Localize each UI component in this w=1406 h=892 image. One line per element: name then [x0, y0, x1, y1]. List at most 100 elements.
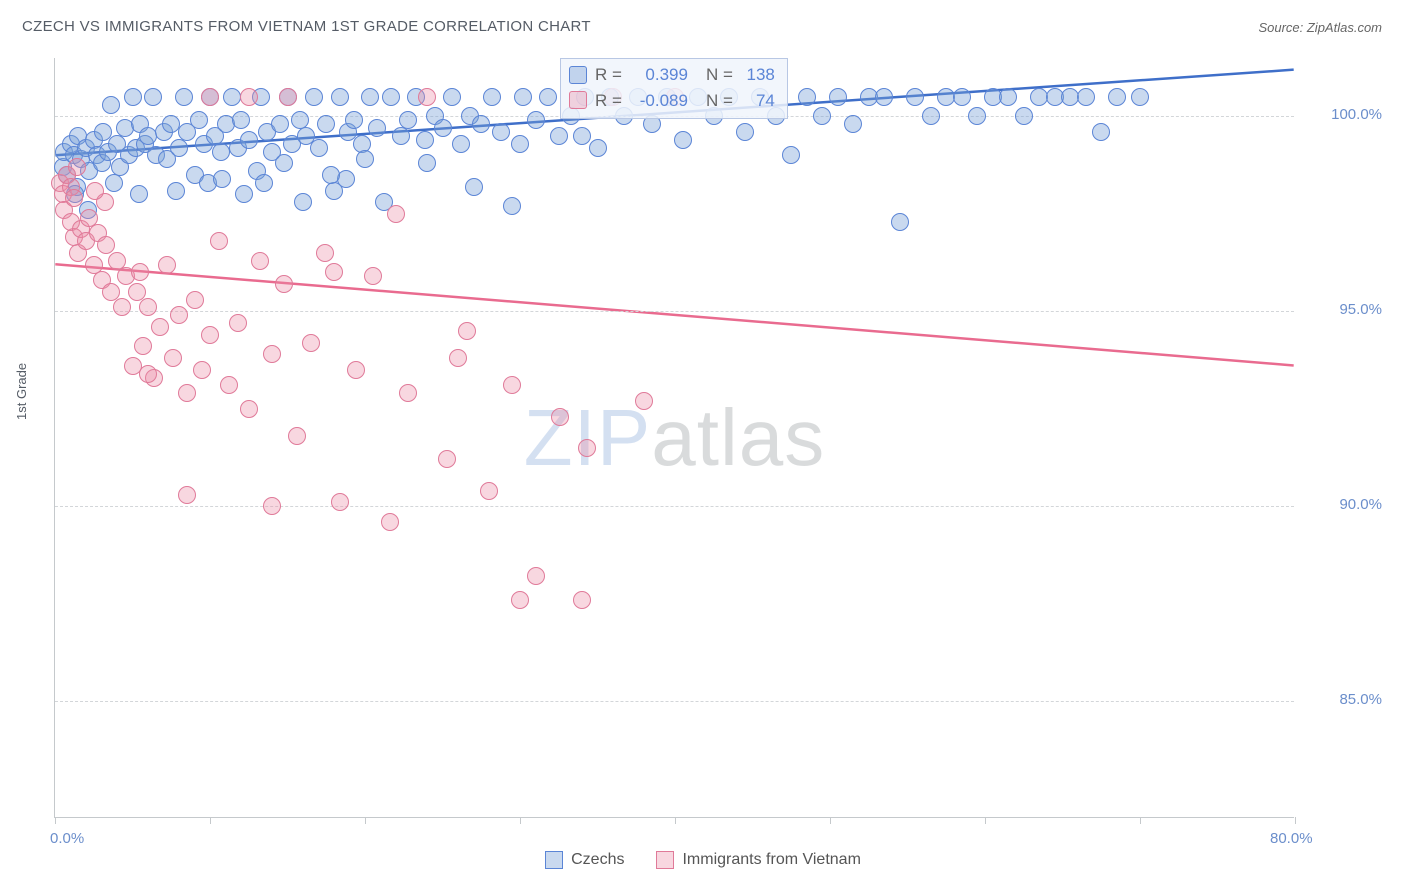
- n-value: 74: [741, 88, 775, 114]
- data-point: [190, 111, 208, 129]
- data-point: [229, 314, 247, 332]
- data-point: [345, 111, 363, 129]
- y-tick-label: 95.0%: [1339, 301, 1382, 318]
- data-point: [527, 567, 545, 585]
- legend-item: Immigrants from Vietnam: [656, 851, 860, 869]
- data-point: [458, 322, 476, 340]
- watermark-zip: ZIP: [524, 393, 651, 482]
- data-point: [434, 119, 452, 137]
- data-point: [438, 450, 456, 468]
- data-point: [130, 185, 148, 203]
- data-point: [968, 107, 986, 125]
- data-point: [635, 392, 653, 410]
- legend-swatch: [569, 66, 587, 84]
- data-point: [240, 400, 258, 418]
- data-point: [263, 497, 281, 515]
- data-point: [322, 166, 340, 184]
- gridline: [55, 506, 1294, 507]
- y-tick-label: 85.0%: [1339, 691, 1382, 708]
- x-tick: [55, 817, 56, 824]
- data-point: [813, 107, 831, 125]
- data-point: [511, 135, 529, 153]
- legend-swatch: [569, 91, 587, 109]
- data-point: [275, 154, 293, 172]
- data-point: [178, 384, 196, 402]
- r-value: -0.089: [630, 88, 688, 114]
- data-point: [449, 349, 467, 367]
- data-point: [223, 88, 241, 106]
- data-point: [337, 170, 355, 188]
- data-point: [170, 139, 188, 157]
- data-point: [1077, 88, 1095, 106]
- data-point: [736, 123, 754, 141]
- data-point: [134, 337, 152, 355]
- x-tick-label: 80.0%: [1270, 830, 1313, 847]
- data-point: [131, 263, 149, 281]
- data-point: [1092, 123, 1110, 141]
- data-point: [399, 384, 417, 402]
- data-point: [503, 376, 521, 394]
- x-tick-label: 0.0%: [50, 830, 84, 847]
- legend-label: Czechs: [571, 851, 624, 869]
- data-point: [310, 139, 328, 157]
- data-point: [480, 482, 498, 500]
- data-point: [279, 88, 297, 106]
- data-point: [999, 88, 1017, 106]
- n-label: N =: [706, 62, 733, 88]
- trend-lines: [55, 58, 1294, 817]
- data-point: [65, 189, 83, 207]
- data-point: [325, 263, 343, 281]
- stats-row: R =-0.089N =74: [569, 88, 775, 114]
- data-point: [844, 115, 862, 133]
- data-point: [416, 131, 434, 149]
- data-point: [288, 427, 306, 445]
- data-point: [578, 439, 596, 457]
- data-point: [1015, 107, 1033, 125]
- data-point: [167, 182, 185, 200]
- data-point: [798, 88, 816, 106]
- data-point: [316, 244, 334, 262]
- data-point: [255, 174, 273, 192]
- data-point: [418, 154, 436, 172]
- plot-area: ZIPatlas: [54, 58, 1294, 818]
- data-point: [573, 591, 591, 609]
- data-point: [465, 178, 483, 196]
- data-point: [492, 123, 510, 141]
- data-point: [356, 150, 374, 168]
- data-point: [170, 306, 188, 324]
- legend-swatch: [656, 851, 674, 869]
- x-tick: [1140, 817, 1141, 824]
- gridline: [55, 701, 1294, 702]
- x-tick: [520, 817, 521, 824]
- legend-label: Immigrants from Vietnam: [682, 851, 860, 869]
- data-point: [906, 88, 924, 106]
- data-point: [347, 361, 365, 379]
- data-point: [175, 88, 193, 106]
- stats-legend: R =0.399N =138R = -0.089 N = 74: [560, 58, 788, 119]
- n-label: N =: [706, 88, 733, 114]
- series-legend: Czechs Immigrants from Vietnam: [0, 851, 1406, 874]
- data-point: [68, 158, 86, 176]
- data-point: [472, 115, 490, 133]
- data-point: [589, 139, 607, 157]
- x-tick: [830, 817, 831, 824]
- r-label: R =: [595, 62, 622, 88]
- data-point: [443, 88, 461, 106]
- data-point: [97, 236, 115, 254]
- data-point: [232, 111, 250, 129]
- data-point: [201, 88, 219, 106]
- data-point: [178, 486, 196, 504]
- data-point: [503, 197, 521, 215]
- data-point: [144, 88, 162, 106]
- data-point: [102, 96, 120, 114]
- x-tick: [365, 817, 366, 824]
- data-point: [829, 88, 847, 106]
- data-point: [361, 88, 379, 106]
- data-point: [382, 88, 400, 106]
- data-point: [891, 213, 909, 231]
- stats-row: R =0.399N =138: [569, 62, 775, 88]
- watermark-atlas: atlas: [651, 393, 825, 482]
- source-attribution: Source: ZipAtlas.com: [1258, 20, 1382, 35]
- y-tick-label: 90.0%: [1339, 496, 1382, 513]
- data-point: [294, 193, 312, 211]
